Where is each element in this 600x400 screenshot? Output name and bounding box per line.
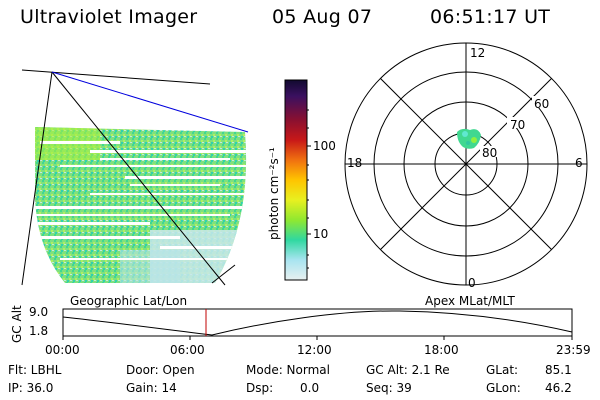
time-tick-1200: 12:00 xyxy=(297,343,332,357)
mlt-label-6: 6 xyxy=(575,156,583,170)
mlat-label-60: 60 xyxy=(534,97,550,111)
auroral-oval-patch xyxy=(457,128,481,149)
glat-info: GLat: xyxy=(486,363,519,377)
ip-info: IP: 36.0 xyxy=(8,381,54,395)
mlat-label-70: 70 xyxy=(510,118,526,132)
altitude-curve xyxy=(62,310,573,336)
seq-info: Seq: 39 xyxy=(366,381,412,395)
gc-alt-info: GC Alt: 2.1 Re xyxy=(366,363,450,377)
gain-info: Gain: 14 xyxy=(126,381,177,395)
glon-value: 46.2 xyxy=(545,381,572,395)
mlat-label-80: 80 xyxy=(482,146,498,160)
dsp-value: 0.0 xyxy=(300,381,320,395)
sun-direction-line xyxy=(51,71,249,133)
instrument-title: Ultraviolet Imager xyxy=(20,6,198,28)
colorbar-tick-10: 10 xyxy=(313,227,329,241)
time-tick-2359: 23:59 xyxy=(556,343,591,357)
date-label: 05 Aug 07 xyxy=(272,6,373,28)
mode-info: Mode: Normal xyxy=(246,363,330,377)
mlt-label-12: 12 xyxy=(470,46,486,60)
glat-value: 85.1 xyxy=(545,363,572,377)
timeline-ymax: 9.0 xyxy=(29,305,49,319)
colorbar-tick-100: 100 xyxy=(313,139,336,153)
mlt-label-0: 0 xyxy=(468,276,476,290)
time-tick-1800: 18:00 xyxy=(424,343,459,357)
timeline-ymin: 1.8 xyxy=(29,324,49,338)
data-gap-stripes xyxy=(35,141,247,260)
time-tick-0600: 06:00 xyxy=(170,343,205,357)
timeline-left-label: Geographic Lat/Lon xyxy=(70,294,188,308)
time-label: 06:51:17 UT xyxy=(430,6,551,28)
timeline-right-label: Apex MLat/MLT xyxy=(425,294,515,308)
time-tick-0000: 00:00 xyxy=(45,343,80,357)
door-info: Door: Open xyxy=(126,363,195,377)
filter-info: Flt: LBHL xyxy=(8,363,62,377)
glon-info: GLon: xyxy=(486,381,521,395)
mlt-label-18: 18 xyxy=(347,156,363,170)
dsp-info: Dsp: xyxy=(246,381,274,395)
